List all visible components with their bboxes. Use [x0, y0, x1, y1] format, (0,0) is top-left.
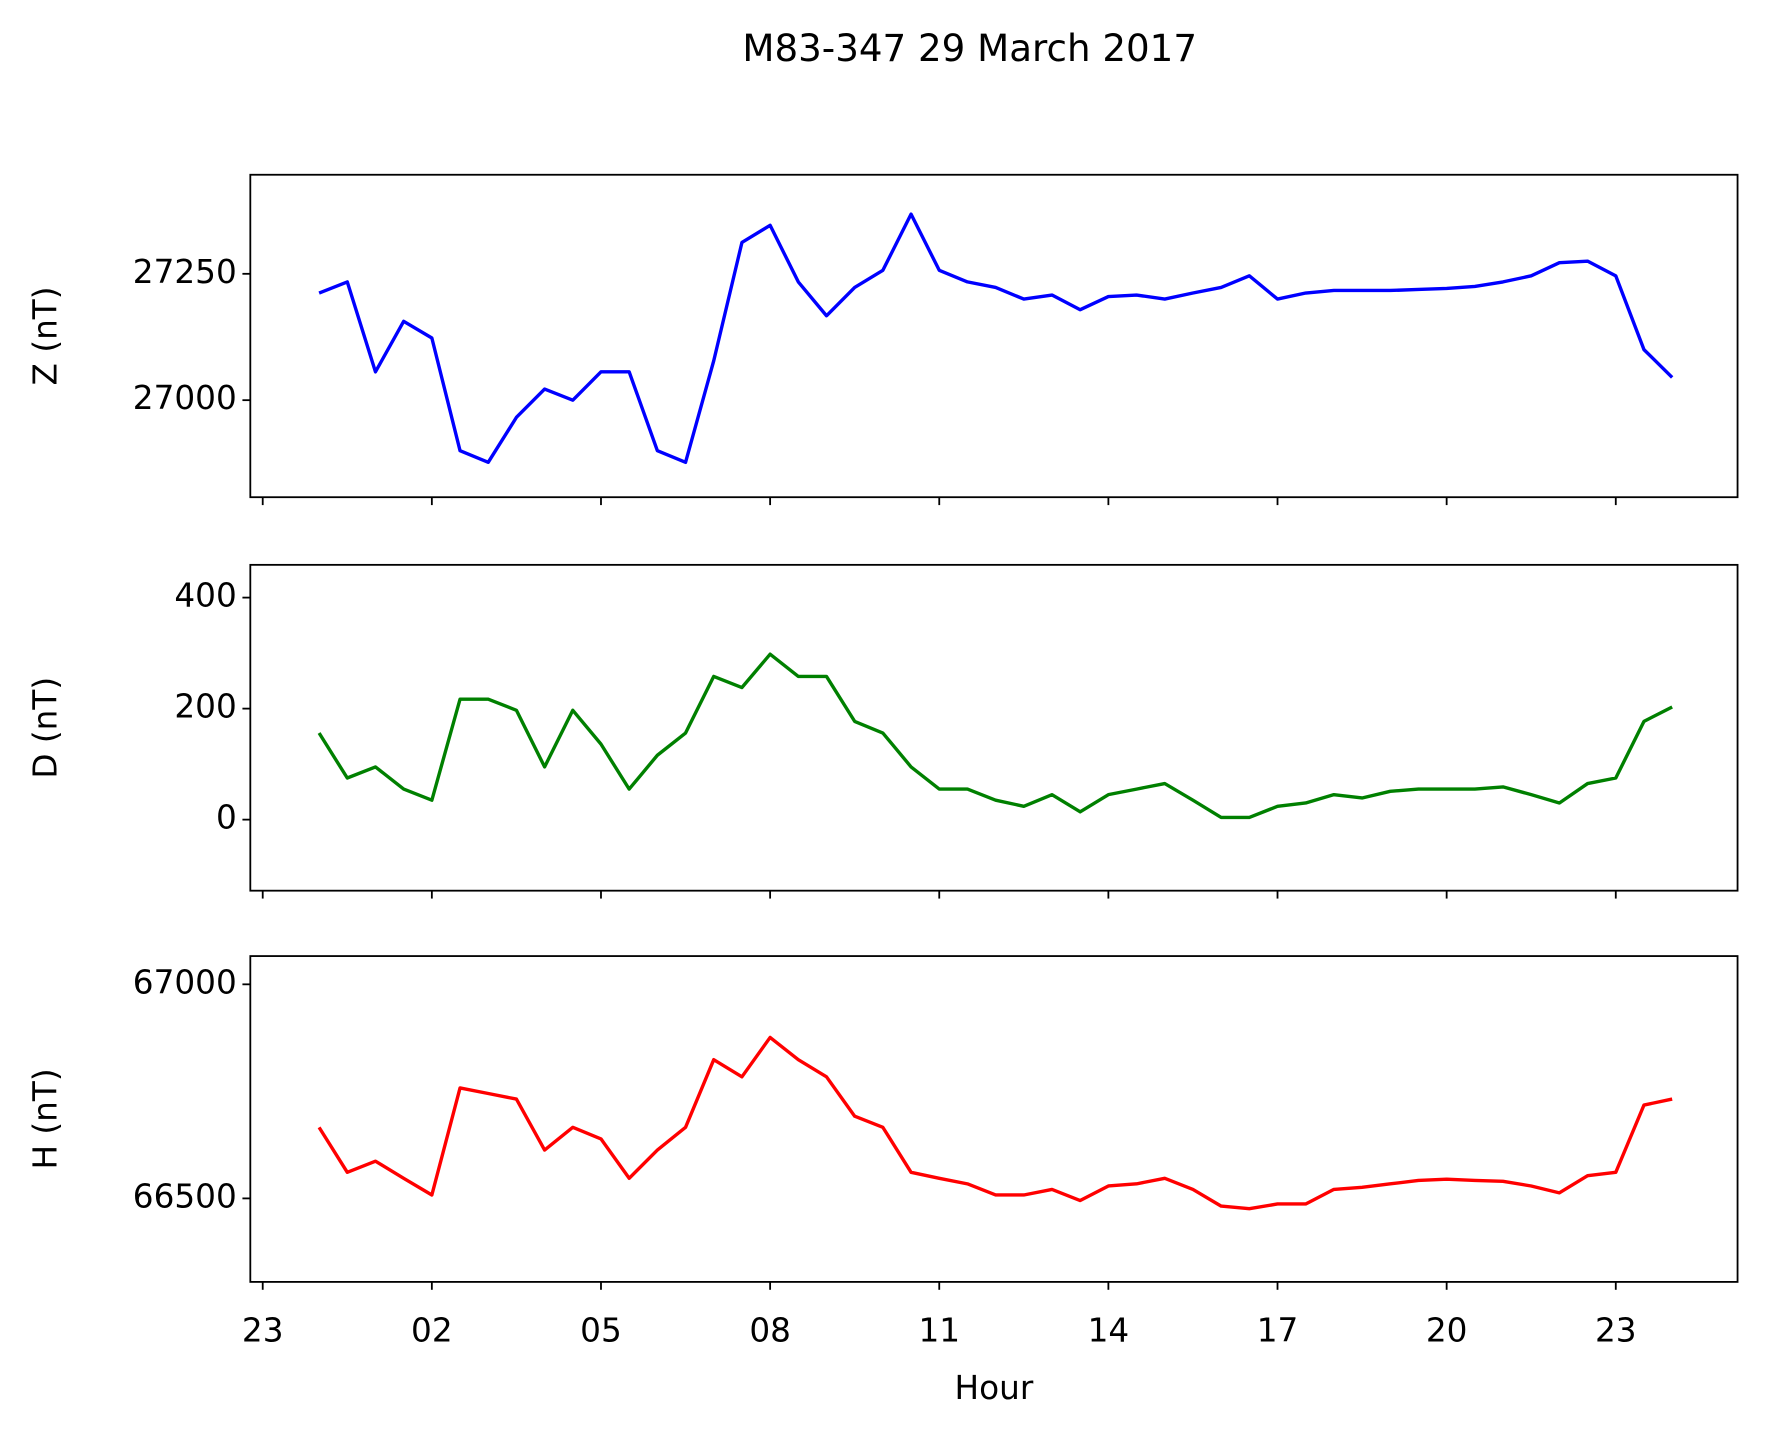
x-tick-label: 23	[242, 1312, 284, 1350]
figure-title: M83-347 29 March 2017	[742, 26, 1197, 70]
x-tick-label: 20	[1426, 1312, 1468, 1350]
x-tick-label: 14	[1088, 1312, 1130, 1350]
y-axis-label: D (nT)	[26, 677, 64, 779]
axes-frame	[249, 173, 1739, 499]
axes-frame	[249, 955, 1739, 1283]
data-line	[318, 212, 1674, 465]
y-axis-label: H (nT)	[26, 1068, 64, 1169]
x-tick-label: 02	[411, 1312, 453, 1350]
axes-frame	[249, 563, 1739, 892]
x-tick-label: 17	[1257, 1312, 1299, 1350]
y-tick-label: 0	[216, 799, 237, 837]
x-tick-label: 23	[1595, 1312, 1637, 1350]
data-line	[317, 1035, 1673, 1211]
x-tick-label: 08	[749, 1312, 791, 1350]
y-tick-label: 66500	[133, 1177, 237, 1215]
x-axis-label: Hour	[955, 1369, 1034, 1407]
y-tick-label: 200	[174, 688, 236, 726]
y-tick-label: 27250	[133, 253, 237, 291]
y-tick-label: 400	[174, 577, 236, 615]
x-tick-label: 05	[580, 1312, 622, 1350]
y-axis-label: Z (nT)	[26, 286, 64, 385]
y-tick-label: 67000	[133, 963, 237, 1001]
y-tick-label: 27000	[133, 379, 237, 417]
x-tick-label: 11	[918, 1312, 960, 1350]
data-line	[317, 652, 1673, 820]
